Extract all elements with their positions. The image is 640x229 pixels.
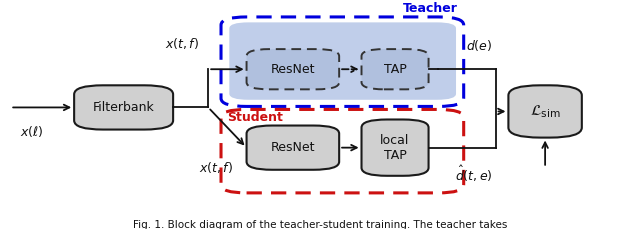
FancyBboxPatch shape: [246, 49, 339, 89]
Text: TAP: TAP: [383, 63, 406, 76]
Text: Filterbank: Filterbank: [93, 101, 154, 114]
Text: $\hat{d}(t,e)$: $\hat{d}(t,e)$: [455, 164, 492, 184]
FancyBboxPatch shape: [229, 22, 456, 100]
Text: ResNet: ResNet: [271, 141, 315, 154]
Text: $d(e)$: $d(e)$: [466, 38, 492, 53]
Text: Teacher: Teacher: [403, 2, 458, 15]
Text: $x(t,f)$: $x(t,f)$: [198, 160, 233, 175]
FancyBboxPatch shape: [508, 85, 582, 138]
FancyBboxPatch shape: [362, 120, 429, 176]
Text: $x(t,f)$: $x(t,f)$: [164, 35, 198, 51]
Text: Fig. 1. Block diagram of the teacher-student training. The teacher takes: Fig. 1. Block diagram of the teacher-stu…: [133, 220, 507, 229]
Text: ResNet: ResNet: [271, 63, 315, 76]
Text: local
TAP: local TAP: [380, 134, 410, 162]
FancyBboxPatch shape: [246, 125, 339, 170]
Text: $x(\ell)$: $x(\ell)$: [20, 124, 44, 139]
FancyBboxPatch shape: [74, 85, 173, 130]
FancyBboxPatch shape: [362, 49, 429, 89]
Text: $\mathcal{L}_{\mathrm{sim}}$: $\mathcal{L}_{\mathrm{sim}}$: [530, 103, 561, 120]
Text: Student: Student: [227, 112, 284, 124]
